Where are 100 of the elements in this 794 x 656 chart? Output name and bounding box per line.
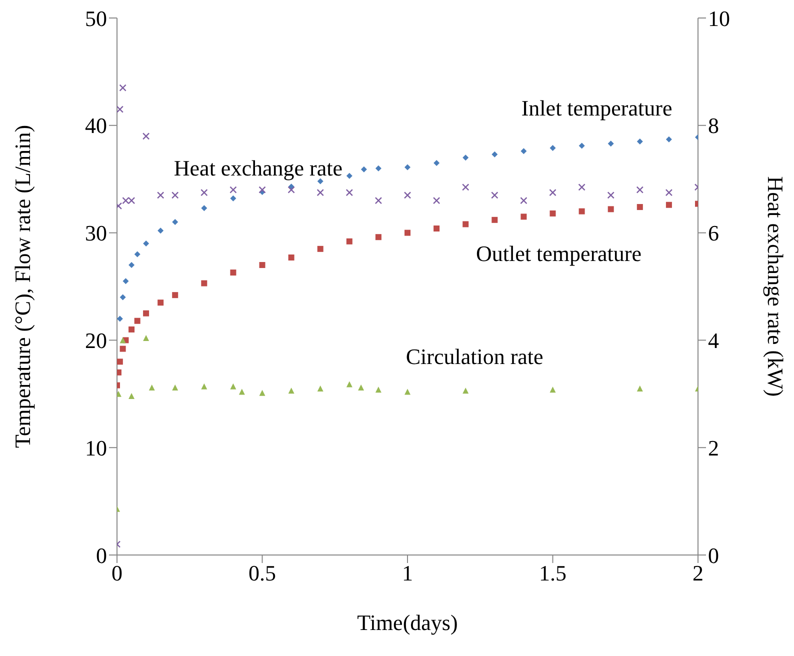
point: [317, 246, 324, 252]
point: [432, 196, 440, 204]
point: [462, 221, 469, 228]
series-label: Circulation rate: [406, 344, 544, 370]
point: [434, 226, 440, 232]
point: [117, 316, 123, 322]
point: [636, 186, 644, 194]
point: [230, 383, 236, 390]
point: [143, 335, 150, 342]
point: [134, 318, 140, 324]
point: [549, 188, 556, 196]
point: [120, 346, 126, 352]
point: [143, 310, 150, 316]
point: [462, 154, 469, 161]
y2-tick-label: 4: [708, 328, 719, 354]
point: [550, 386, 556, 393]
y-tick-label: 50: [85, 6, 107, 31]
y-tick-label: 40: [85, 113, 107, 138]
point: [230, 186, 237, 194]
point: [404, 388, 410, 395]
point: [666, 202, 672, 208]
point: [128, 262, 135, 268]
point: [259, 262, 266, 268]
point: [462, 184, 470, 191]
point: [665, 188, 673, 196]
point: [317, 178, 324, 184]
point: [434, 160, 440, 166]
point: [491, 192, 498, 199]
point: [578, 184, 586, 191]
point: [492, 151, 498, 158]
point: [608, 140, 614, 147]
x-tick-label: 0: [112, 560, 122, 586]
series-label: Heat exchange rate: [174, 155, 342, 180]
point: [143, 240, 150, 247]
point: [375, 386, 382, 393]
y-axis-title: Temperature (°C), Flow rate (L/min): [10, 124, 35, 448]
point: [288, 254, 294, 260]
x-tick-label: 0.5: [248, 560, 276, 586]
point: [608, 206, 614, 212]
point: [346, 381, 352, 388]
y-tick-label: 20: [85, 328, 107, 354]
point: [230, 270, 236, 276]
point: [120, 294, 126, 300]
point: [172, 219, 178, 226]
point: [462, 388, 469, 394]
point: [404, 230, 410, 236]
point: [636, 204, 643, 210]
point: [636, 386, 643, 392]
point: [119, 84, 126, 92]
y-tick-label: 10: [85, 435, 107, 460]
point: [172, 192, 179, 199]
point: [117, 358, 123, 365]
point: [201, 383, 208, 390]
x-tick-label: 1: [402, 560, 413, 586]
point: [578, 208, 585, 214]
point: [288, 388, 294, 394]
series-label: Outlet temperature: [476, 240, 642, 266]
point: [666, 136, 672, 142]
point: [550, 210, 556, 216]
point: [128, 326, 135, 332]
point: [122, 278, 129, 284]
x-tick-label: 2: [692, 560, 704, 586]
y2-tick-label: 8: [708, 113, 719, 138]
point: [201, 205, 208, 212]
point: [316, 188, 324, 196]
point: [117, 106, 124, 113]
point: [172, 292, 178, 298]
point: [156, 192, 164, 199]
point: [120, 337, 126, 344]
y2-axis-title: Heat exchange rate (kW): [763, 176, 788, 397]
point: [520, 148, 527, 154]
point: [636, 138, 643, 145]
x-tick-label: 1.5: [539, 560, 566, 586]
point: [404, 164, 410, 170]
y-tick-label: 30: [85, 220, 107, 246]
y2-tick-label: 0: [708, 542, 719, 568]
point: [550, 144, 556, 151]
point: [404, 192, 412, 199]
point: [158, 300, 164, 306]
point: [607, 192, 614, 199]
y2-tick-label: 2: [708, 435, 719, 460]
point: [258, 186, 266, 194]
point: [492, 216, 498, 223]
point: [375, 165, 382, 172]
point: [317, 386, 324, 392]
x-axis-title: Time(days): [357, 610, 458, 635]
point: [346, 188, 353, 196]
point: [346, 238, 352, 244]
point: [172, 384, 178, 390]
point: [520, 214, 527, 220]
y2-tick-label: 6: [708, 220, 719, 246]
point: [230, 195, 236, 202]
point: [375, 234, 382, 240]
point: [142, 132, 150, 140]
point: [520, 196, 528, 204]
point: [288, 186, 295, 194]
point: [134, 251, 140, 258]
point: [578, 142, 585, 149]
y2-tick-label: 10: [708, 6, 730, 31]
point: [374, 196, 382, 204]
